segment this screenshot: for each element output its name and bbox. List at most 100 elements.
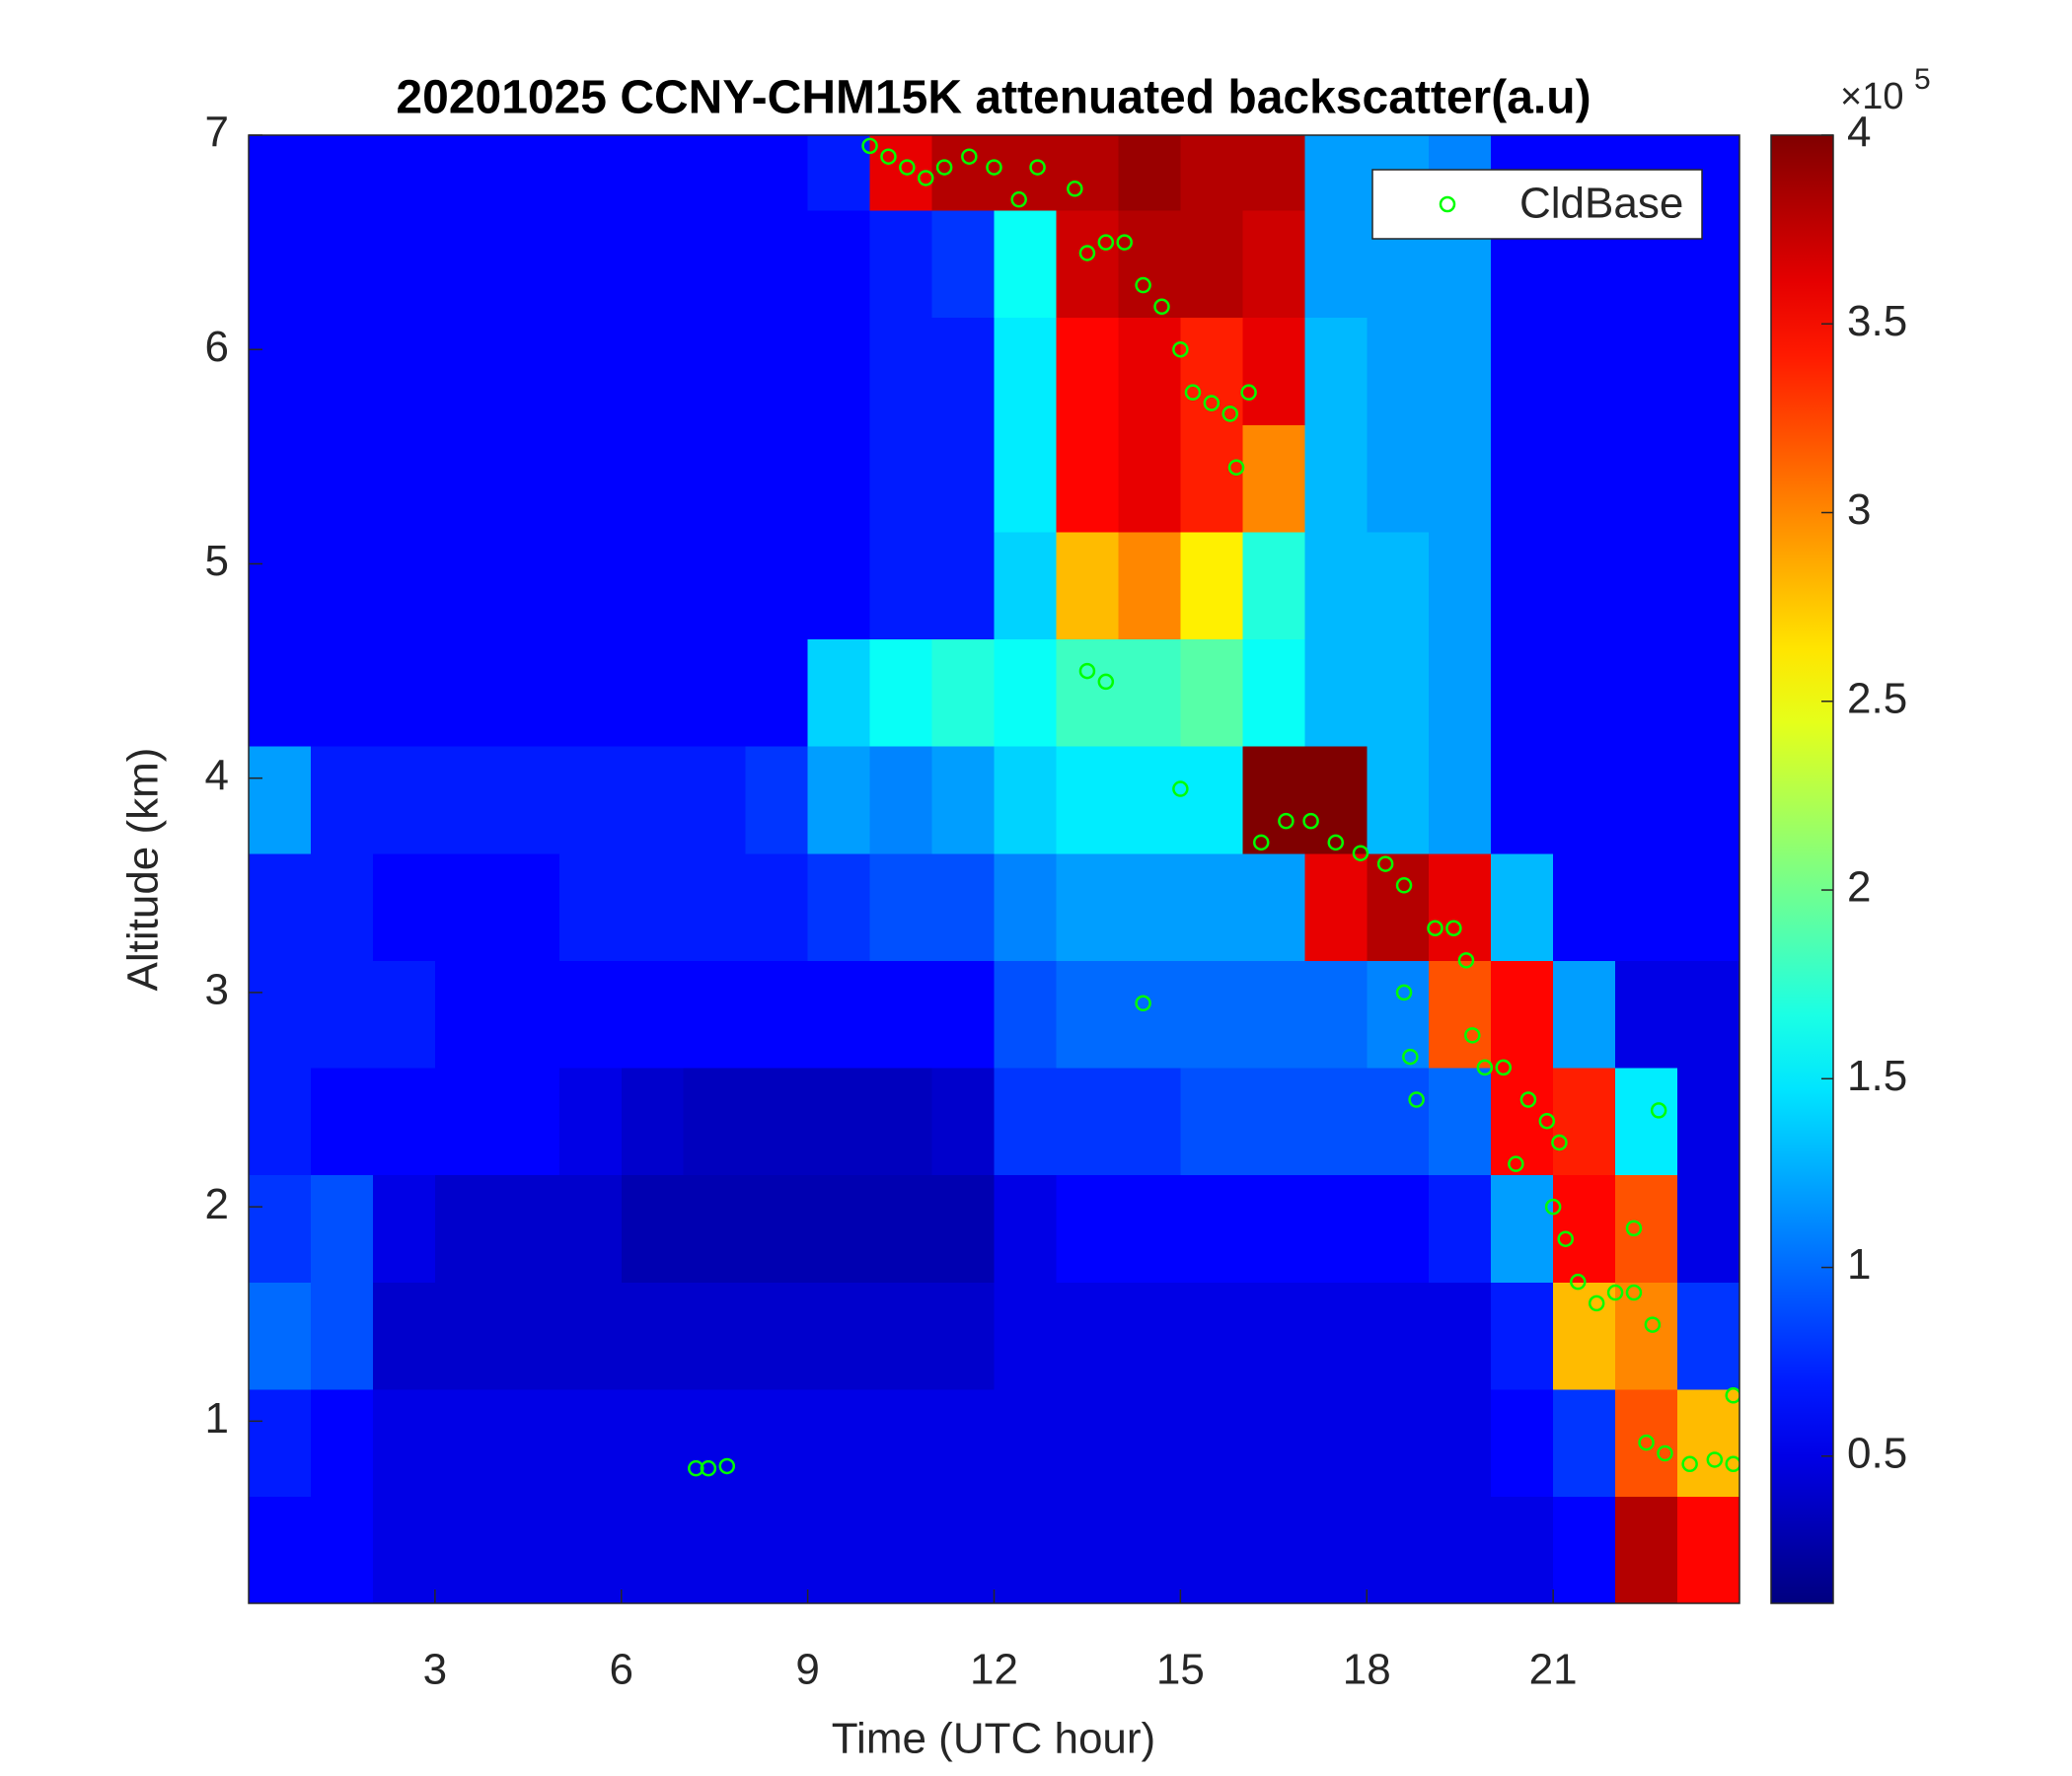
heatmap-cell (994, 1496, 1058, 1603)
heatmap-cell (310, 1388, 374, 1497)
heatmap-cell (1180, 1388, 1243, 1497)
heatmap-cell (683, 424, 747, 533)
heatmap-cell (496, 1282, 560, 1390)
cloud-base-point (1227, 459, 1245, 476)
x-tick-label: 15 (1156, 1646, 1205, 1694)
heatmap-cell (869, 852, 933, 961)
cloud-base-point (917, 170, 934, 186)
heatmap-cell (1056, 638, 1120, 747)
heatmap-cell (1242, 531, 1305, 640)
heatmap-cell (1056, 960, 1120, 1069)
heatmap-cell (994, 210, 1058, 319)
heatmap-cell (1304, 960, 1368, 1069)
heatmap-cell (1367, 1067, 1430, 1176)
heatmap-cell (931, 531, 996, 640)
heatmap-cell (558, 1388, 623, 1497)
heatmap-cell (1118, 852, 1181, 961)
heatmap-cell (1367, 1388, 1430, 1497)
heatmap-cell (869, 638, 933, 747)
heatmap-cell (621, 960, 685, 1069)
heatmap-cell (1615, 1496, 1678, 1603)
heatmap-cell (434, 638, 498, 747)
colorbar-tick-label: 3.5 (1847, 297, 1907, 345)
heatmap-cell (1180, 746, 1243, 854)
heatmap-cell (1304, 531, 1368, 640)
heatmap-cell (558, 852, 623, 961)
heatmap-cell (1553, 1067, 1616, 1176)
heatmap-cell (931, 1282, 996, 1390)
heatmap-cell (372, 1388, 436, 1497)
colorbar-exponent: 5 (1914, 63, 1931, 96)
heatmap-cell (683, 1496, 747, 1603)
heatmap-cell (931, 1174, 996, 1283)
cloud-base-point (1278, 812, 1295, 830)
heatmap-cell (1118, 135, 1181, 211)
heatmap-cell (558, 1174, 623, 1283)
y-tick-label: 1 (205, 1394, 229, 1443)
cloud-base-point (1519, 1091, 1537, 1108)
heatmap-cell (1615, 638, 1678, 747)
cloud-base-point (718, 1457, 736, 1475)
heatmap-cell (558, 1067, 623, 1176)
heatmap-cell (1242, 1282, 1305, 1390)
heatmap-cell (310, 135, 374, 211)
heatmap-cell (1118, 210, 1181, 319)
heatmap-cell (869, 1282, 933, 1390)
legend: CldBase (1371, 169, 1703, 240)
heatmap-cell (1677, 852, 1739, 961)
heatmap-cell (807, 1388, 871, 1497)
heatmap-cell (807, 1067, 871, 1176)
heatmap-cell (1677, 1388, 1739, 1497)
cloud-base-point (986, 159, 1002, 176)
colorbar-tick-label: 2.5 (1847, 674, 1907, 722)
cloud-base-point (1625, 1284, 1643, 1301)
cloud-base-point (1203, 395, 1221, 411)
heatmap-cell (496, 531, 560, 640)
heatmap-cell (1180, 638, 1243, 747)
heatmap-cell (310, 424, 374, 533)
y-tick-label: 5 (205, 537, 229, 585)
y-axis-label: Altitude (km) (119, 748, 168, 992)
heatmap-cell (745, 852, 809, 961)
heatmap-cell (372, 317, 436, 425)
heatmap-cell (372, 746, 436, 854)
x-tick-label: 21 (1529, 1646, 1578, 1694)
heatmap-cell (621, 638, 685, 747)
heatmap-cell (931, 424, 996, 533)
heatmap-cell (1304, 638, 1368, 747)
heatmap-cell (931, 1388, 996, 1497)
heatmap-cell (1118, 638, 1181, 747)
heatmap-cell (683, 135, 747, 211)
cloud-base-point (1252, 834, 1270, 851)
heatmap-cell (372, 1282, 436, 1390)
cloud-base-point (1395, 984, 1413, 1001)
cloud-base-point (1557, 1230, 1574, 1247)
heatmap-cell (310, 531, 374, 640)
heatmap-cell (994, 638, 1058, 747)
heatmap-cell (1615, 1067, 1678, 1176)
heatmap-cell (558, 960, 623, 1069)
cloud-base-point (1725, 1455, 1739, 1473)
heatmap-cell (683, 1174, 747, 1283)
heatmap-cell (807, 1282, 871, 1390)
heatmap-cell (558, 1496, 623, 1603)
heatmap-cell (745, 638, 809, 747)
heatmap-cell (249, 210, 312, 319)
cloud-base-point (1408, 1091, 1425, 1108)
heatmap-cell (434, 317, 498, 425)
heatmap-cell (1491, 1067, 1554, 1176)
heatmap-cell (621, 1388, 685, 1497)
heatmap-cell (683, 960, 747, 1069)
heatmap-cell (1429, 531, 1492, 640)
legend-label: CldBase (1519, 180, 1683, 228)
cloud-base-point (1606, 1284, 1624, 1301)
cloud-base-point (1681, 1455, 1698, 1473)
heatmap-cell (1242, 1067, 1305, 1176)
x-axis-label: Time (UTC hour) (832, 1715, 1155, 1763)
heatmap-cell (1615, 424, 1678, 533)
heatmap-cell (1180, 960, 1243, 1069)
heatmap-cell (869, 317, 933, 425)
heatmap-cell (1242, 638, 1305, 747)
heatmap-cell (1677, 317, 1739, 425)
heatmap-cell (1118, 1067, 1181, 1176)
